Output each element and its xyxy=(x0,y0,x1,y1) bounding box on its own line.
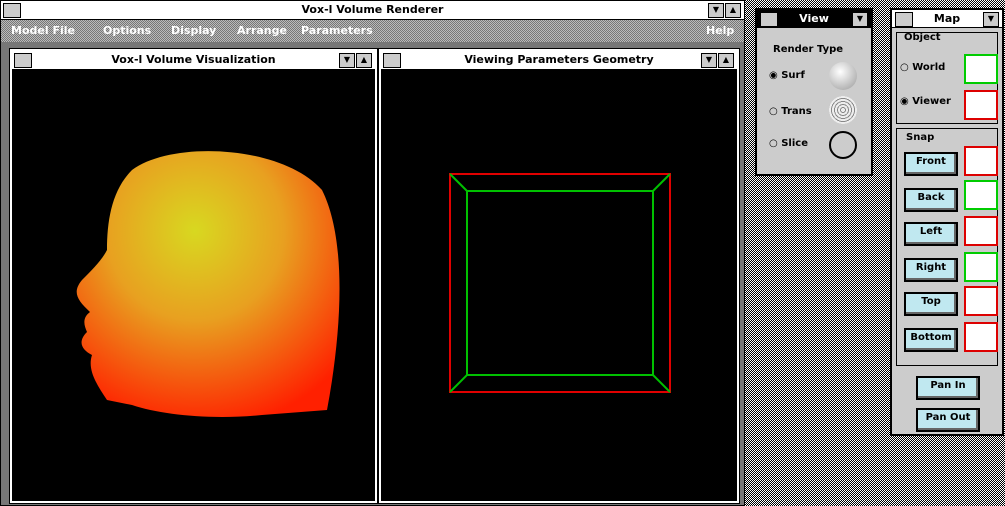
snap-icon xyxy=(964,286,998,316)
snap-button[interactable]: Bottom xyxy=(904,328,958,352)
snap-icon xyxy=(964,146,998,176)
system-menu[interactable] xyxy=(3,3,21,18)
radio-surf[interactable]: ◉ Surf xyxy=(769,70,805,81)
radio-label: Trans xyxy=(781,106,812,117)
frustum xyxy=(449,173,671,393)
maximize[interactable]: ▲ xyxy=(718,53,734,68)
group-label: Object xyxy=(904,32,941,43)
menu-item[interactable]: Display xyxy=(171,24,217,37)
slice-icon xyxy=(829,131,857,159)
snap-icon xyxy=(964,216,998,246)
system-menu[interactable] xyxy=(383,53,401,68)
child-title: Vox-l Volume Visualization xyxy=(111,53,276,66)
minimize[interactable]: ▼ xyxy=(339,53,355,68)
pan-button[interactable]: Pan In xyxy=(916,376,980,400)
system-menu[interactable] xyxy=(895,12,913,27)
child-window: Vox-l Volume Visualization ▼ ▲ xyxy=(9,48,378,504)
child-title-bar: Viewing Parameters Geometry ▼ ▲ xyxy=(381,51,737,70)
minimize[interactable]: ▼ xyxy=(983,12,999,27)
maximize[interactable]: ▲ xyxy=(725,3,741,18)
snap-group xyxy=(896,128,998,366)
group-label: Snap xyxy=(906,132,935,143)
minimize[interactable]: ▼ xyxy=(708,3,724,18)
snap-button[interactable]: Left xyxy=(904,222,958,246)
system-menu[interactable] xyxy=(14,53,32,68)
child-window: Viewing Parameters Geometry ▼ ▲ xyxy=(378,48,740,504)
panel-title-bar: Map xyxy=(892,10,1002,28)
radio-slice[interactable]: ○ Slice xyxy=(769,138,808,149)
menu-item[interactable]: Help xyxy=(706,24,735,37)
radio-label: Slice xyxy=(781,138,808,149)
menu-item[interactable]: Arrange xyxy=(237,24,287,37)
main-window: Vox-l Volume Renderer ▼ ▲ Model File Opt… xyxy=(0,0,745,506)
snap-button[interactable]: Top xyxy=(904,292,958,316)
radio-label: World xyxy=(912,62,946,73)
maximize[interactable]: ▲ xyxy=(356,53,372,68)
snap-icon xyxy=(964,180,998,210)
radio-trans[interactable]: ○ Trans xyxy=(769,106,812,117)
system-menu[interactable] xyxy=(760,12,778,27)
minimize[interactable]: ▼ xyxy=(701,53,717,68)
menu-bar: Model File Options Display Arrange Param… xyxy=(1,20,744,42)
menu-item[interactable]: Parameters xyxy=(301,24,373,37)
snap-button[interactable]: Right xyxy=(904,258,958,282)
radio-viewer[interactable]: ◉ Viewer xyxy=(900,96,951,107)
group-label: Render Type xyxy=(773,44,844,55)
panel-title: View xyxy=(799,12,829,25)
radio-label: Viewer xyxy=(912,96,951,107)
map-panel: Map ▼ Object ○ World ◉ Viewer Snap Front… xyxy=(890,8,1004,436)
panel-title: Map xyxy=(933,12,961,25)
radio-world[interactable]: ○ World xyxy=(900,62,946,73)
window-title: Vox-l Volume Renderer xyxy=(301,3,444,16)
trans-icon xyxy=(829,96,857,124)
head-render xyxy=(76,151,340,417)
snap-button[interactable]: Front xyxy=(904,152,958,176)
pan-button[interactable]: Pan Out xyxy=(916,408,980,432)
title-bar: Vox-l Volume Renderer ▼ ▲ xyxy=(1,1,744,20)
snap-icon xyxy=(964,322,998,352)
head xyxy=(76,151,340,417)
radio-label: Surf xyxy=(781,70,805,81)
child-title-bar: Vox-l Volume Visualization ▼ ▲ xyxy=(12,51,375,70)
geometry-view xyxy=(449,173,671,393)
minimize[interactable]: ▼ xyxy=(852,12,868,27)
snap-icon xyxy=(964,252,998,282)
viewer-icon xyxy=(964,90,998,120)
menu-item[interactable]: Model File xyxy=(11,24,75,37)
snap-button[interactable]: Back xyxy=(904,188,958,212)
panel-title-bar: View xyxy=(757,10,871,28)
menu-item[interactable]: Options xyxy=(103,24,152,37)
view-panel: View ▼ Render Type ◉ Surf ○ Trans ○ Slic… xyxy=(755,8,873,176)
surf-icon xyxy=(829,62,857,90)
world-icon xyxy=(964,54,998,84)
child-title: Viewing Parameters Geometry xyxy=(464,53,654,66)
